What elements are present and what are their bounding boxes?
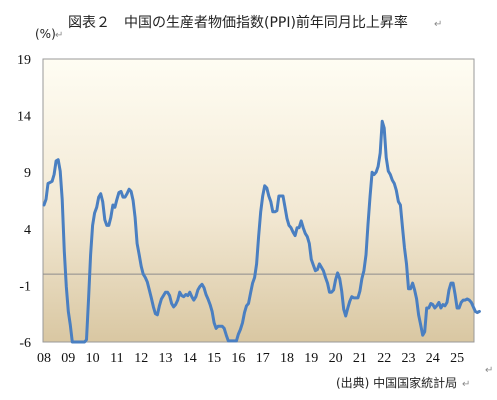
x-tick-label: 22	[377, 351, 391, 366]
x-axis-ticks: 08 09 10 11 12 13 14 15 16 17 18 19 20 2…	[37, 351, 464, 366]
x-tick-label: 12	[134, 351, 148, 366]
x-tick-label: 20	[329, 351, 343, 366]
y-tick-label: -6	[19, 336, 31, 351]
plot-area	[42, 58, 475, 343]
x-tick-label: 19	[304, 351, 318, 366]
title-return-mark: ↵	[434, 19, 442, 30]
x-tick-label: 16	[231, 351, 245, 366]
chart-title: 図表２ 中国の生産者物価指数(PPI)前年同月比上昇率	[68, 14, 408, 31]
unit-return-mark: ↵	[55, 30, 63, 41]
y-axis-unit: (%)	[35, 27, 56, 41]
x-tick-label: 17	[256, 351, 270, 366]
x-tick-label: 14	[183, 351, 197, 366]
source-note: (出典) 中国国家統計局	[336, 375, 457, 390]
x-tick-label: 18	[280, 351, 294, 366]
y-axis-ticks: 19 14 9 4 -1 -6	[17, 53, 31, 351]
x-tick-label: 10	[86, 351, 100, 366]
source-return-mark: ↵	[462, 379, 470, 390]
x-tick-label: 13	[159, 351, 173, 366]
x-tick-label: 23	[402, 351, 416, 366]
x-tick-label: 21	[353, 351, 367, 366]
x-tick-label: 24	[426, 351, 440, 366]
x-tick-label: 11	[110, 351, 123, 366]
y-tick-label: 14	[17, 110, 31, 125]
ppi-series-line	[42, 119, 481, 344]
x-tick-label: 09	[61, 351, 75, 366]
y-tick-label: 9	[24, 166, 31, 181]
x-tick-label: 08	[37, 351, 51, 366]
y-tick-label: 4	[24, 223, 31, 238]
margin-return-mark: ↵	[485, 365, 493, 376]
x-tick-label: 15	[207, 351, 221, 366]
x-tick-label: 25	[450, 351, 464, 366]
y-tick-label: -1	[19, 279, 31, 294]
y-tick-label: 19	[17, 53, 31, 68]
